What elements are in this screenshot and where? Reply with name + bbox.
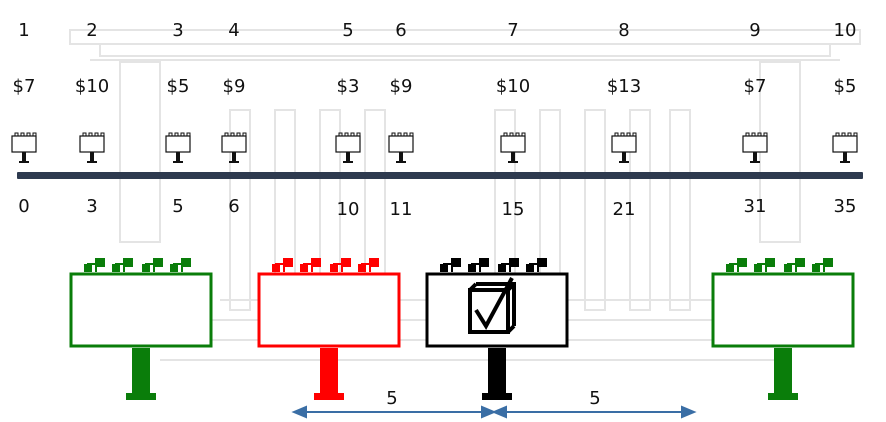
distance-arrows xyxy=(291,405,697,419)
arrowhead-left-end xyxy=(481,405,497,419)
billboard-price-label: $9 xyxy=(389,76,413,97)
billboard-price-label: $7 xyxy=(743,76,767,97)
billboard-position-label: 6 xyxy=(228,196,240,217)
billboard-conflict xyxy=(256,252,402,402)
billboard-index-label: 9 xyxy=(749,20,761,41)
arrowhead-right-start xyxy=(491,405,507,419)
billboard-index-label: 4 xyxy=(228,20,240,41)
mini-billboard-icon xyxy=(6,128,42,172)
billboard-index-label: 8 xyxy=(618,20,630,41)
billboard-index-label: 1 xyxy=(18,20,30,41)
billboard-price-label: $9 xyxy=(222,76,246,97)
billboard-index-label: 2 xyxy=(86,20,98,41)
billboard-price-label: $10 xyxy=(495,76,531,97)
arrowhead-left-start xyxy=(291,405,307,419)
billboard-index-label: 7 xyxy=(507,20,519,41)
distance-label-left: 5 xyxy=(386,388,398,409)
mini-billboard-icon xyxy=(330,128,366,172)
mini-billboard-icon xyxy=(216,128,252,172)
billboard-price-label: $10 xyxy=(74,76,110,97)
billboard-position-label: 15 xyxy=(501,199,525,220)
billboard-price-label: $13 xyxy=(606,76,642,97)
arrowhead-right-end xyxy=(681,405,697,419)
distance-label-right: 5 xyxy=(589,388,601,409)
billboard-allowed-right xyxy=(710,252,856,402)
billboard-position-label: 31 xyxy=(743,196,767,217)
mini-billboard-icon xyxy=(160,128,196,172)
billboard-index-label: 6 xyxy=(395,20,407,41)
billboard-position-label: 0 xyxy=(18,196,30,217)
billboard-position-label: 21 xyxy=(612,199,636,220)
billboard-position-label: 5 xyxy=(172,196,184,217)
billboard-price-label: $7 xyxy=(12,76,36,97)
billboard-price-label: $5 xyxy=(166,76,190,97)
billboard-position-label: 35 xyxy=(833,196,857,217)
mini-billboard-icon xyxy=(74,128,110,172)
mini-billboard-icon xyxy=(495,128,531,172)
checkbox-icon xyxy=(468,277,516,334)
billboard-position-label: 11 xyxy=(389,199,413,220)
mini-billboard-icon xyxy=(606,128,642,172)
mini-billboard-icon xyxy=(383,128,419,172)
billboard-position-label: 3 xyxy=(86,196,98,217)
billboard-price-label: $3 xyxy=(336,76,360,97)
road-line xyxy=(17,172,863,179)
billboard-index-label: 10 xyxy=(833,20,857,41)
billboard-index-label: 3 xyxy=(172,20,184,41)
mini-billboard-icon xyxy=(737,128,773,172)
billboard-position-label: 10 xyxy=(336,199,360,220)
billboard-price-label: $5 xyxy=(833,76,857,97)
mini-billboard-icon xyxy=(827,128,863,172)
billboard-allowed-left xyxy=(68,252,214,402)
billboard-selected xyxy=(424,252,570,402)
billboard-index-label: 5 xyxy=(342,20,354,41)
